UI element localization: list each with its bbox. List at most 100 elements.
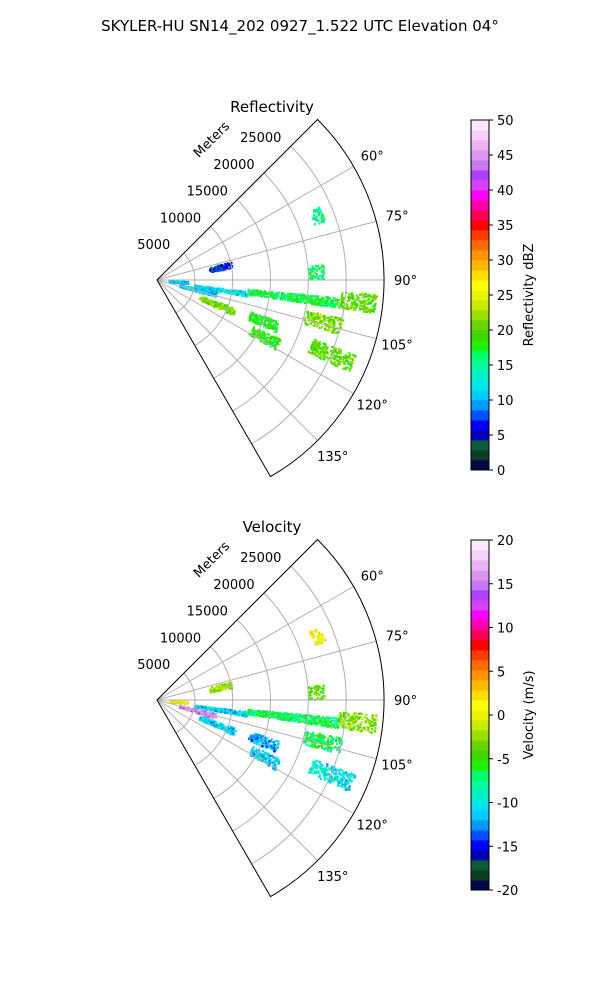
echo-gate [263,741,266,744]
echo-gate [212,291,215,294]
echo-gate [229,264,232,267]
echo-gate [224,686,227,689]
echo-gate [273,747,276,750]
echo-gate [260,291,263,294]
echo-gate [314,312,317,315]
echo-gate [257,750,261,753]
echo-gate [296,294,299,297]
echo-gate [310,299,313,303]
echo-gate [306,722,309,725]
echo-gate [273,345,276,348]
azimuth-tick-label: 90° [394,694,417,709]
echo-gate [356,296,359,299]
colorbar-step [471,670,489,681]
colorbar-step [471,560,489,571]
echo-gate [342,777,345,780]
echo-gate [320,698,324,701]
echo-gate [259,340,262,343]
echo-gate [327,719,330,723]
echo-gate [349,726,352,729]
colorbar-tick-label: -5 [497,753,510,768]
echo-gate [341,720,344,723]
echo-gate [263,756,266,759]
echo-gate [342,361,345,364]
echo-gate [226,731,229,734]
echo-gate [259,755,262,758]
colorbar-step [471,690,489,701]
echo-gate [194,284,197,287]
echo-gate [213,294,216,298]
azimuth-tick-label: 105° [381,338,412,353]
echo-gate [315,685,318,688]
colorbar-step [471,580,489,591]
echo-gate [331,362,334,365]
echo-gate [260,318,263,321]
colorbar-label: Velocity (m/s) [522,670,537,759]
echo-gate [364,729,367,732]
echo-gate [182,700,185,704]
echo-gate [315,763,318,766]
echo-gate [298,293,302,296]
echo-gate [374,298,377,301]
echo-gate [335,317,338,320]
echo-gate [361,294,364,297]
echo-gate [308,698,311,701]
echo-gate [311,716,314,719]
echo-gate [202,292,205,295]
echo-gate [353,726,356,729]
echo-gate [221,307,224,310]
echo-gate [313,734,316,737]
echo-gate [291,715,294,718]
echo-gate [322,220,325,223]
echo-gate [338,717,342,720]
echo-gate [357,723,360,727]
echo-gate [329,316,332,319]
echo-gate [225,265,228,268]
echo-gate [206,301,209,304]
echo-gate [352,723,355,726]
echo-gate [258,735,261,738]
echo-gate [277,762,280,765]
echo-gate [219,305,222,308]
echo-gate [218,304,221,307]
echo-gate [183,282,186,285]
colorbar-step [471,540,489,551]
echo-gate [319,352,322,355]
colorbar-step [471,190,489,201]
echo-gate [273,341,276,344]
echo-gate [314,760,317,763]
echo-gate [265,714,268,717]
echo-gate [239,713,242,716]
echo-gate [273,348,277,351]
echo-gate [298,714,301,717]
echo-gate [287,719,290,722]
echo-gate [309,299,312,302]
echo-gate [246,295,249,298]
echo-gate [300,298,303,301]
echo-gate [277,295,280,298]
echo-gate [264,742,267,745]
colorbar-step [471,660,489,671]
echo-gate [328,778,331,781]
echo-gate [233,711,236,714]
echo-gate [214,709,217,712]
echo-gate [267,744,270,747]
figure-title: SKYLER-HU SN14_202 0927_1.522 UTC Elevat… [101,17,499,36]
echo-gate [328,329,331,332]
echo-gate [341,319,345,322]
echo-gate [304,301,307,304]
echo-gate [369,308,372,311]
echo-gate [350,292,354,295]
echo-gate [318,343,321,346]
echo-gate [312,735,315,738]
echo-gate [252,737,255,740]
echo-gate [242,714,245,717]
echo-gate [272,292,275,295]
echo-gate [306,737,309,741]
echo-gate [229,310,232,313]
echo-gate [338,719,341,722]
echo-gate [314,742,317,745]
echo-gate [350,365,353,368]
echo-gate [311,768,314,771]
echo-gate [256,736,259,739]
